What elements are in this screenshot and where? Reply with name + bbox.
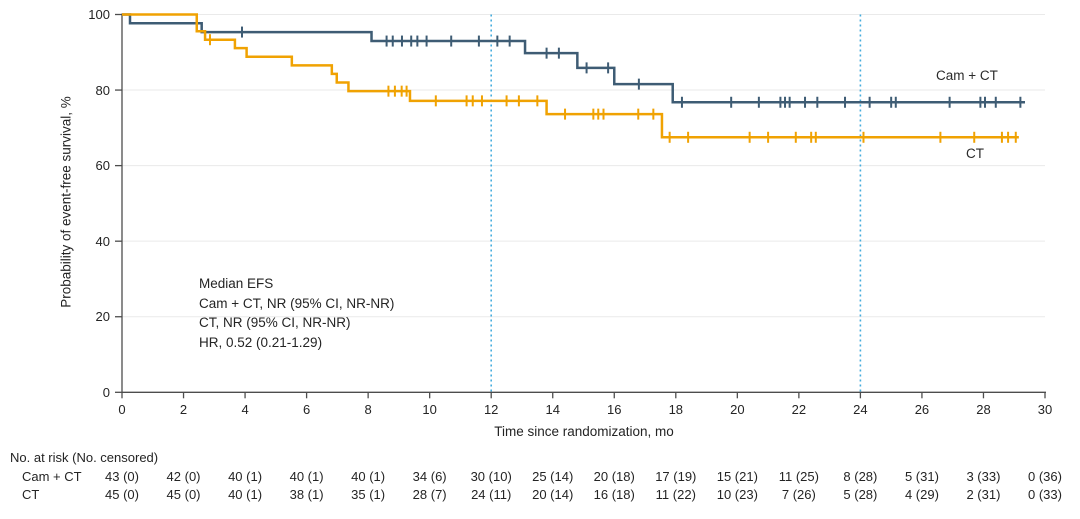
risk-value: 2 (31) xyxy=(966,487,1001,502)
risk-table-header: No. at risk (No. censored) xyxy=(10,450,159,465)
x-tick-label: 18 xyxy=(668,402,684,417)
risk-value: 3 (33) xyxy=(966,469,1001,484)
risk-row-label: Cam + CT xyxy=(22,469,82,484)
x-tick-label: 0 xyxy=(118,402,126,417)
x-tick-label: 12 xyxy=(483,402,499,417)
series-label-camct: Cam + CT xyxy=(936,68,998,83)
x-tick-label: 24 xyxy=(853,402,868,417)
risk-value: 40 (1) xyxy=(228,487,263,502)
x-tick-label: 4 xyxy=(241,402,249,417)
risk-value: 43 (0) xyxy=(105,469,139,484)
x-tick-label: 28 xyxy=(976,402,991,417)
risk-value: 4 (29) xyxy=(904,487,939,502)
x-tick-label: 22 xyxy=(791,402,807,417)
y-tick-label: 100 xyxy=(88,7,110,22)
y-tick-label: 40 xyxy=(95,233,110,249)
x-tick-label: 26 xyxy=(914,402,930,417)
annotation-line: HR, 0.52 (0.21-1.29) xyxy=(199,334,323,350)
risk-value: 34 (6) xyxy=(412,469,447,484)
risk-value: 20 (14) xyxy=(532,487,574,502)
annotation-line: CT, NR (95% CI, NR-NR) xyxy=(199,315,351,330)
survival-curve xyxy=(122,13,1019,139)
risk-value: 45 (0) xyxy=(166,487,201,502)
y-axis-title: Probability of event-free survival, % xyxy=(58,96,74,308)
risk-value: 35 (1) xyxy=(351,487,386,502)
x-tick-label: 16 xyxy=(607,402,622,417)
risk-row-label: CT xyxy=(22,487,40,502)
risk-value: 0 (33) xyxy=(1028,487,1062,502)
risk-value: 17 (19) xyxy=(655,469,697,484)
risk-value: 11 (22) xyxy=(655,487,696,502)
survival-curve xyxy=(122,13,1025,104)
risk-value: 5 (31) xyxy=(904,469,939,484)
x-tick-label: 2 xyxy=(179,402,188,417)
risk-value: 11 (25) xyxy=(778,469,819,484)
risk-value: 10 (23) xyxy=(716,487,758,502)
series-label-ct: CT xyxy=(966,146,984,161)
risk-value: 30 (10) xyxy=(470,469,512,484)
risk-value: 15 (21) xyxy=(716,469,758,484)
x-tick-label: 14 xyxy=(545,402,560,417)
x-axis-title: Time since randomization, mo xyxy=(494,424,674,439)
risk-value: 5 (28) xyxy=(843,487,878,502)
risk-value: 24 (11) xyxy=(471,487,512,502)
risk-value: 16 (18) xyxy=(593,487,635,502)
y-tick-label: 20 xyxy=(95,309,110,325)
risk-value: 0 (36) xyxy=(1028,469,1062,484)
median-efs-annotation: Median EFS Cam + CT, NR (95% CI, NR-NR) CT… xyxy=(199,274,394,352)
x-tick-label: 10 xyxy=(422,402,437,417)
y-tick-label: 80 xyxy=(95,82,110,98)
x-tick-label: 30 xyxy=(1037,402,1053,417)
risk-value: 20 (18) xyxy=(593,469,635,484)
risk-value: 25 (14) xyxy=(532,469,574,484)
y-tick-label: 60 xyxy=(95,158,110,174)
x-tick-label: 20 xyxy=(730,402,745,417)
risk-value: 45 (0) xyxy=(105,487,139,502)
risk-value: 28 (7) xyxy=(412,487,447,502)
x-tick-label: 8 xyxy=(364,402,372,417)
y-tick-label: 0 xyxy=(102,384,110,400)
risk-value: 42 (0) xyxy=(166,469,201,484)
risk-value: 8 (28) xyxy=(843,469,878,484)
risk-value: 7 (26) xyxy=(781,487,816,502)
risk-value: 40 (1) xyxy=(228,469,263,484)
annotation-line: Cam + CT, NR (95% CI, NR-NR) xyxy=(199,295,395,311)
risk-value: 38 (1) xyxy=(289,487,324,502)
risk-value: 40 (1) xyxy=(351,469,386,484)
annotation-line: Median EFS xyxy=(199,276,274,291)
x-tick-label: 6 xyxy=(302,402,311,417)
risk-value: 40 (1) xyxy=(289,469,324,484)
